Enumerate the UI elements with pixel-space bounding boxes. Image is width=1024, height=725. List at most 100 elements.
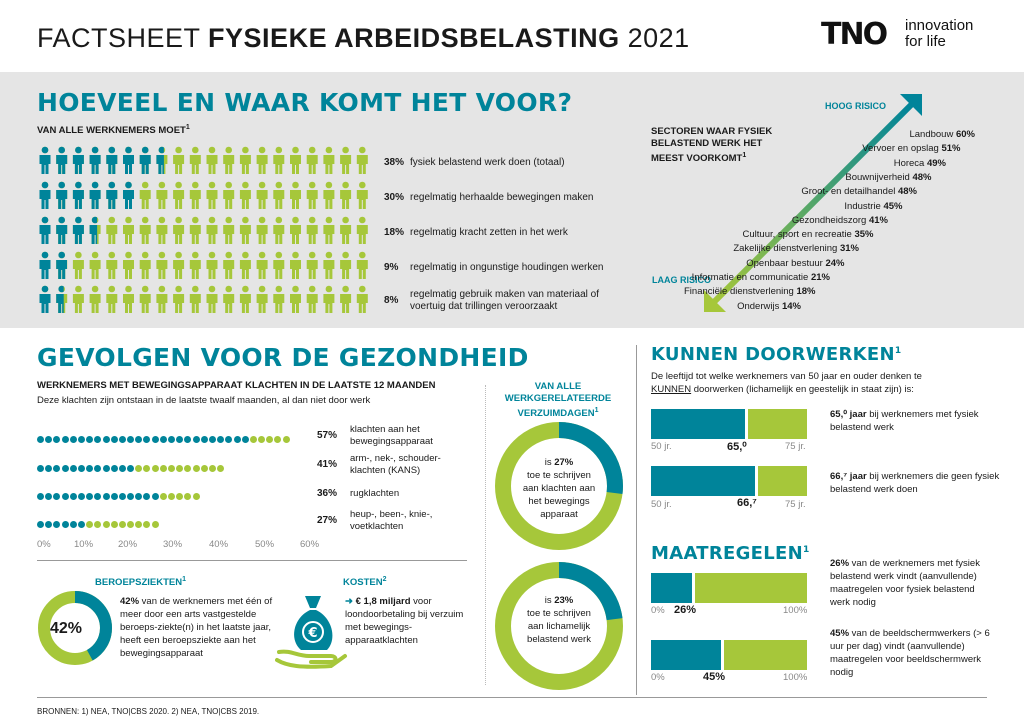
dot	[45, 436, 53, 444]
sector-pct: 18%	[796, 286, 816, 298]
donut2-pct: 23%	[554, 595, 574, 606]
sector-item: Financiële dienstverlening 18%	[684, 286, 816, 297]
age-text-bold: 66,⁷ jaar	[830, 471, 867, 482]
dot	[61, 493, 69, 501]
sectors-heading: SECTOREN WAAR FYSIEK BELASTEND WERK HET …	[651, 126, 796, 165]
dot	[94, 465, 102, 473]
dot	[77, 465, 85, 473]
people-row	[37, 181, 372, 209]
dot	[266, 436, 274, 444]
sector-name: Groot- en detailhandel	[801, 186, 896, 198]
dot	[69, 465, 77, 473]
high-risk-label: HOOG RISICO	[825, 101, 887, 111]
sector-pct: 48%	[912, 171, 932, 183]
dot	[282, 436, 290, 444]
sector-item: Onderwijs 14%	[737, 301, 801, 312]
sector-name: Bouwnijverheid	[845, 171, 910, 183]
beroep-title-sup: 1	[182, 576, 187, 583]
measure-text-body: van de werknemers met fysiek belastend w…	[830, 558, 980, 608]
prevalence-row-5: 8% regelmatig gebruik maken van materiaal…	[384, 289, 610, 313]
dot	[143, 493, 151, 501]
sector-name: Horeca	[893, 157, 925, 169]
dot	[135, 436, 143, 444]
title-prefix: FACTSHEET	[37, 23, 209, 53]
verzuim-title: VAN ALLE WERKGERELATEERDE VERZUIMDAGEN1	[493, 381, 623, 420]
dot	[200, 436, 208, 444]
age-bar-max: 75 jr.	[785, 499, 806, 510]
complaint-pct: 57%	[317, 430, 338, 441]
dot	[77, 493, 85, 501]
arrow-head-down	[704, 290, 726, 312]
verzuim-title-text: VAN ALLE WERKGERELATEERDE VERZUIMDAGEN	[504, 381, 612, 420]
beroep-pct: 42%	[50, 620, 83, 637]
dot	[208, 436, 216, 444]
dot	[200, 465, 208, 473]
column-divider	[636, 345, 637, 695]
axis-tick: 20%	[118, 539, 138, 550]
dot	[258, 436, 266, 444]
maatregelen-title: MAATREGELEN1	[651, 543, 810, 564]
sector-item: Informatie en communicatie 21%	[692, 272, 830, 283]
age-bar-1	[651, 409, 807, 439]
dot	[233, 436, 241, 444]
dot	[110, 521, 118, 529]
measure-bar-min: 0%	[651, 605, 665, 616]
section-title-health: GEVOLGEN VOOR DE GEZONDHEID	[37, 343, 529, 372]
dot	[184, 465, 192, 473]
prevalence-row-4: 9% regelmatig in ongunstige houdingen wer…	[384, 262, 603, 273]
beroep-title: BEROEPSZIEKTEN1	[95, 576, 186, 588]
sector-name: Openbaar bestuur	[746, 257, 823, 269]
age-bar-value: 66,⁷	[737, 497, 757, 509]
dot	[53, 521, 61, 529]
dot	[217, 465, 225, 473]
kosten-text-bold: € 1,8 miljard	[355, 596, 411, 607]
sector-pct: 14%	[781, 300, 801, 312]
kosten-title-text: KOSTEN	[343, 577, 383, 589]
dot	[110, 493, 118, 501]
dot	[37, 465, 44, 473]
dot	[217, 436, 225, 444]
intro-1: De leeftijd tot welke werknemers van 50 …	[651, 371, 922, 382]
low-risk-label: LAAG RISICO	[652, 275, 712, 285]
prevalence-subtitle: VAN ALLE WERKNEMERS MOET1	[37, 124, 190, 136]
people-row	[37, 251, 372, 279]
title-year: 2021	[619, 23, 690, 53]
dot	[118, 465, 126, 473]
sector-pct: 31%	[839, 243, 859, 255]
dot	[249, 436, 257, 444]
complaints-subtitle: WERKNEMERS MET BEWEGINGSAPPARAAT KLACHTE…	[37, 380, 436, 391]
sector-item: Vervoer en opslag 51%	[862, 143, 960, 154]
dot	[102, 521, 110, 529]
measure-bar-min: 0%	[651, 672, 665, 683]
dot	[61, 436, 69, 444]
kosten-text-body: voor loondoorbetaling bij verzuim met be…	[345, 596, 464, 646]
sector-name: Financiële dienstverlening	[684, 286, 794, 298]
sectors-heading-text: SECTOREN WAAR FYSIEK BELASTEND WERK HET …	[651, 126, 773, 165]
complaint-pct: 41%	[317, 459, 338, 470]
prevalence-pct: 18%	[384, 227, 405, 238]
footer-rule	[37, 697, 987, 698]
sector-pct: 60%	[955, 129, 975, 140]
dot	[86, 521, 94, 529]
beroep-text: 42% van de werknemers met één of meer do…	[120, 595, 275, 660]
dot	[184, 436, 192, 444]
sector-name: Vervoer en opslag	[862, 143, 939, 155]
people-row	[37, 216, 372, 244]
dot	[274, 436, 282, 444]
dot	[69, 436, 77, 444]
sector-item: Gezondheidszorg 41%	[792, 215, 888, 226]
dot	[168, 493, 175, 501]
dot	[184, 493, 192, 501]
dot	[86, 436, 94, 444]
sector-name: Onderwijs	[737, 300, 780, 312]
dot	[94, 436, 102, 444]
dot	[159, 465, 167, 473]
sectors-heading-sup: 1	[742, 152, 747, 159]
intro-underline: KUNNEN	[651, 384, 692, 395]
logo-mark: TNO	[821, 17, 888, 52]
dot-row	[37, 516, 160, 529]
age-bar-max: 75 jr.	[785, 441, 806, 452]
dot	[127, 436, 135, 444]
axis-tick: 40%	[209, 539, 229, 550]
axis-tick: 0%	[37, 539, 51, 550]
